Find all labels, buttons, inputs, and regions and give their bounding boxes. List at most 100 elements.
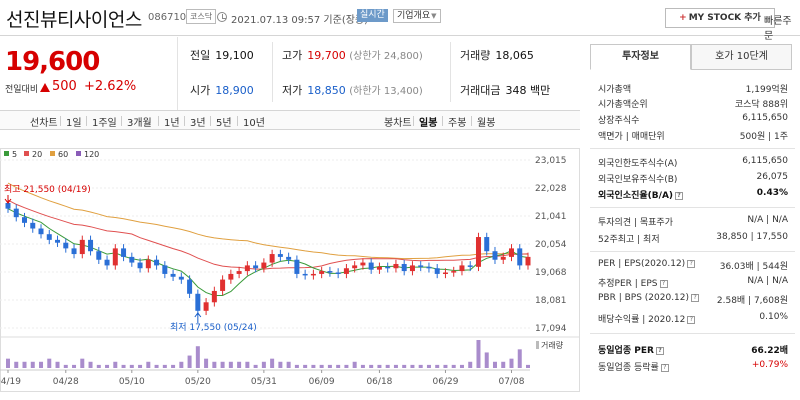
tab-1-week[interactable]: 1주일 bbox=[92, 118, 117, 129]
opinion-row: 투자의견 | 목표주가 N/A | N/A bbox=[598, 215, 788, 228]
row-label: 52주최고 | 최저 bbox=[598, 235, 660, 245]
volume-bar bbox=[63, 364, 68, 368]
help-icon[interactable]: ? bbox=[687, 316, 696, 324]
help-icon[interactable]: ? bbox=[675, 192, 684, 200]
row-label: 투자의견 | 목표주가 bbox=[598, 218, 673, 228]
volume: 거래량 18,065 bbox=[460, 47, 534, 63]
row-value: 6,115,650 bbox=[742, 156, 788, 166]
help-icon[interactable]: ? bbox=[687, 260, 696, 268]
tab-weekly-candle[interactable]: 주봉 bbox=[448, 118, 467, 129]
tab-divider bbox=[158, 116, 159, 126]
volume-bar bbox=[113, 361, 118, 368]
add-my-stock-button[interactable]: + MY STOCK 추가 bbox=[665, 8, 775, 28]
volume-bar bbox=[14, 361, 19, 368]
tab-candle-chart[interactable]: 봉차트 bbox=[384, 118, 412, 129]
trade-amount-value: 348 백만 bbox=[505, 84, 551, 97]
volume-bar bbox=[154, 364, 159, 368]
tab-divider bbox=[86, 116, 87, 126]
volume-bar bbox=[47, 358, 52, 368]
volume-bar bbox=[138, 364, 143, 368]
quick-order-link[interactable]: 빠른주문 bbox=[764, 16, 792, 42]
realtime-button[interactable]: 실시간 bbox=[357, 9, 388, 22]
tab-3-month[interactable]: 3개월 bbox=[127, 118, 152, 129]
volume-bar bbox=[393, 364, 398, 368]
tab-1-day[interactable]: 1일 bbox=[66, 118, 82, 129]
candle-body bbox=[137, 262, 143, 269]
legend-label: 120 bbox=[84, 150, 99, 159]
row-label: 외국인한도주식수(A) bbox=[598, 159, 678, 169]
volume-bar bbox=[468, 361, 473, 368]
help-icon[interactable]: ? bbox=[691, 294, 700, 302]
tab-line-chart[interactable]: 선차트 bbox=[30, 118, 58, 129]
stock-name: 선진뷰티사이언스 bbox=[6, 9, 142, 31]
price-change-percent: +2.62% bbox=[84, 79, 137, 94]
candle-body bbox=[203, 302, 209, 311]
tab-monthly-candle[interactable]: 월봉 bbox=[477, 118, 496, 129]
candle-body bbox=[451, 271, 457, 273]
volume-bar bbox=[187, 355, 192, 368]
candle-body bbox=[220, 279, 226, 291]
candle-body bbox=[162, 265, 168, 274]
candle-body bbox=[418, 265, 424, 267]
row-value: 0.10% bbox=[759, 312, 788, 322]
tab-divider bbox=[471, 116, 472, 126]
candle-body bbox=[409, 265, 415, 272]
tab-1-year[interactable]: 1년 bbox=[164, 118, 180, 129]
row-value: 0.43% bbox=[756, 188, 788, 198]
candle-body bbox=[129, 256, 135, 263]
industry-change-row: 동일업종 등락률? +0.79% bbox=[598, 360, 788, 373]
row-label: 외국인보유주식수(B) bbox=[598, 175, 678, 185]
tab-investment-info[interactable]: 투자정보 bbox=[590, 44, 691, 70]
open-value: 18,900 bbox=[215, 84, 254, 97]
y-tick-label: 21,041 bbox=[535, 212, 567, 222]
candle-body bbox=[294, 259, 300, 274]
stock-code: 086710 bbox=[148, 12, 187, 23]
divider bbox=[590, 251, 795, 252]
volume-bar bbox=[88, 361, 93, 368]
listed-shares-row: 상장주식수 6,115,650 bbox=[598, 113, 788, 126]
volume-bar bbox=[261, 361, 266, 368]
volume-bar bbox=[459, 364, 464, 368]
company-overview-button[interactable]: 기업개요▼ bbox=[393, 9, 441, 23]
help-icon[interactable]: ? bbox=[655, 347, 664, 355]
tab-order-book[interactable]: 호가 10단계 bbox=[691, 44, 792, 70]
x-tick-label: 07/08 bbox=[499, 377, 525, 387]
candle-body bbox=[310, 273, 316, 276]
x-tick-label: 05/20 bbox=[185, 377, 211, 387]
candle-body bbox=[401, 263, 407, 272]
candle-body bbox=[88, 239, 94, 252]
candle-body bbox=[459, 265, 465, 272]
volume-bar bbox=[72, 364, 77, 368]
volume-bar bbox=[443, 364, 448, 368]
candle-body bbox=[253, 265, 259, 269]
row-value: 500원 | 1주 bbox=[739, 132, 788, 142]
tab-daily-candle[interactable]: 일봉 bbox=[419, 118, 438, 129]
candle-body bbox=[121, 248, 127, 257]
row-value: 38,850 | 17,550 bbox=[716, 232, 788, 242]
pbr-row: PBR | BPS (2020.12)? 2.58배 | 7,608원 bbox=[598, 293, 788, 306]
high-label: 고가 bbox=[282, 49, 303, 62]
tab-divider bbox=[60, 116, 61, 126]
help-icon[interactable]: ? bbox=[660, 364, 669, 372]
tab-10-year[interactable]: 10년 bbox=[243, 118, 265, 129]
volume-bar bbox=[171, 364, 176, 368]
chevron-down-icon: ▼ bbox=[431, 12, 437, 20]
chart-frame bbox=[0, 148, 580, 392]
row-label: 상장주식수 bbox=[598, 116, 640, 126]
candle-body bbox=[46, 234, 52, 240]
foreign-holding-row: 외국인보유주식수(B) 26,075 bbox=[598, 172, 788, 185]
volume-bar bbox=[212, 361, 217, 368]
volume-bar bbox=[270, 358, 275, 368]
candle-body bbox=[327, 271, 333, 273]
candle-body bbox=[170, 273, 176, 277]
stock-chart[interactable]: 23,015 22,028 21,041 20,054 19,068 18,081 17,0… bbox=[0, 140, 580, 400]
foreign-ratio-row: 외국인소진율(B/A)? 0.43% bbox=[598, 188, 788, 201]
row-label: 외국인소진율(B/A) bbox=[598, 191, 674, 201]
tab-3-year[interactable]: 3년 bbox=[190, 118, 206, 129]
volume-bar bbox=[228, 361, 233, 368]
high-arrow-icon bbox=[4, 195, 12, 204]
open-price: 시가 18,900 bbox=[190, 82, 254, 98]
tab-5-year[interactable]: 5년 bbox=[216, 118, 232, 129]
legend-swatch bbox=[24, 151, 29, 156]
help-icon[interactable]: ? bbox=[659, 280, 668, 288]
